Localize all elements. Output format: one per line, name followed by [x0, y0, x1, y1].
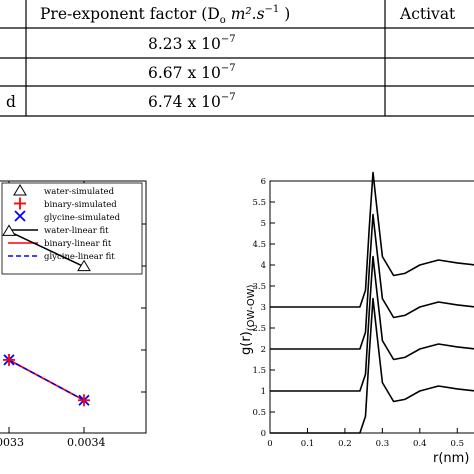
legend-label: water-linear fit	[44, 226, 109, 236]
left-plot-series	[2, 224, 91, 407]
y-axis-title: g(r)(OW-OW)	[239, 284, 257, 355]
binary-point	[78, 394, 90, 407]
y-tick-label: 1	[261, 387, 266, 397]
x-tick-label: 0	[267, 439, 272, 449]
x-tick-label: 0.2	[338, 439, 352, 449]
table-header-activation: Activat	[399, 5, 456, 23]
y-tick-label: 0	[261, 429, 266, 439]
y-tick-label: 4.5	[252, 240, 266, 250]
x-tick-label: 0033	[0, 436, 24, 449]
rdf-curve	[270, 255, 474, 392]
water-fit-line	[8, 230, 85, 268]
y-tick-label: 4	[261, 261, 266, 271]
y-tick-label: 6	[261, 177, 266, 187]
legend-triangle-marker	[13, 184, 27, 196]
left-plot-frame	[0, 180, 147, 434]
right-plot-series	[270, 171, 474, 434]
y-tick-label: 2.5	[252, 324, 266, 334]
x-tick-label: 0.4	[413, 439, 427, 449]
table-header-preexponent: Pre-exponent factor (Do m².s−1 )	[40, 4, 290, 26]
x-tick-label: 0.3	[376, 439, 390, 449]
glycine-fit-line	[8, 359, 85, 401]
rdf-curve	[270, 171, 474, 308]
table-cell-value: 8.23 x 10−7	[148, 34, 236, 53]
y-tick-label: 0.5	[252, 408, 266, 418]
x-tick-label: 0.5	[451, 439, 465, 449]
legend-label: glycine-linear fit	[44, 252, 115, 262]
data-table: Pre-exponent factor (Do m².s−1 ) Activat…	[0, 0, 474, 117]
binary-point	[3, 353, 15, 366]
water-point	[77, 259, 91, 272]
table-cell-label: d	[6, 93, 16, 111]
y-tick-label: 1.5	[252, 366, 266, 376]
legend-box	[1, 182, 143, 275]
y-tick-label: 2	[261, 345, 266, 355]
rdf-plot: 0 0.5 1 1.5 2 2.5 3 3.5 4 4.5 5 5.5 6 0 0.1 0.2 0.3 0.4 0.…	[239, 171, 474, 466]
table-cell-value: 6.67 x 10−7	[148, 63, 236, 82]
table-cell-value: 6.74 x 10−7	[148, 92, 236, 111]
legend-label: binary-linear fit	[44, 239, 112, 249]
legend-label: binary-simulated	[44, 200, 117, 210]
right-plot-axes: 0 0.5 1 1.5 2 2.5 3 3.5 4 4.5 5 5.5 6 0 0.1 0.2 0.3 0.4 0.…	[252, 177, 464, 449]
water-point	[2, 224, 16, 236]
y-tick-label: 5	[261, 219, 266, 229]
x-tick-label: 0.0034	[67, 436, 106, 449]
rdf-curve	[270, 297, 474, 434]
x-axis-title: r(nm)	[433, 451, 469, 466]
legend-label: water-simulated	[44, 187, 115, 197]
rdf-curve	[270, 213, 474, 350]
y-tick-label: 3	[261, 303, 266, 313]
legend-plus-marker	[14, 197, 26, 210]
left-legend: water-simulated binary-simulated glycine…	[1, 182, 143, 275]
x-tick-label: 0.1	[301, 439, 315, 449]
legend-x-marker	[14, 210, 26, 222]
diffusion-plot: 0033 0.0034 water-simulated binary-simul…	[0, 180, 147, 449]
legend-label: glycine-simulated	[44, 213, 121, 223]
y-tick-label: 3.5	[252, 282, 266, 292]
y-tick-label: 5.5	[252, 198, 266, 208]
